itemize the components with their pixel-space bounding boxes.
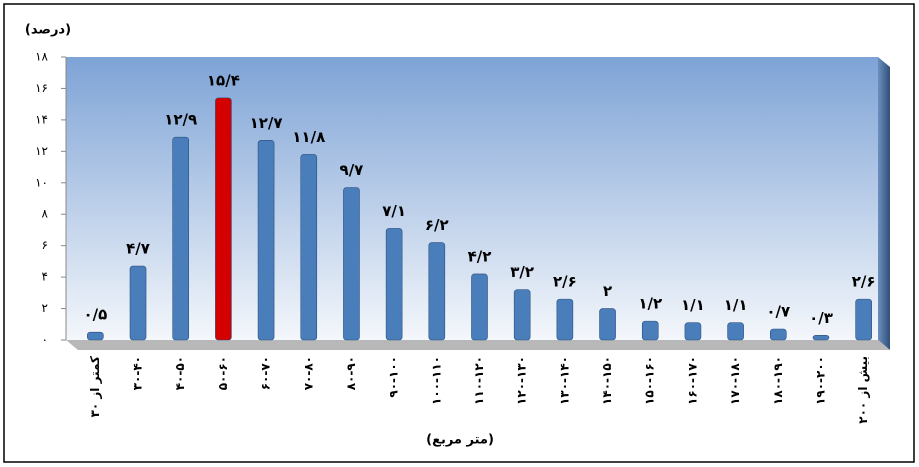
value-label: ۲/۶	[553, 273, 577, 291]
x-tick-label: ۱۱۰-۱۲۰	[472, 356, 486, 405]
floor	[66, 340, 890, 350]
value-label: ۱۲/۹	[164, 111, 197, 129]
x-axis-title: (متر مربع)	[426, 433, 494, 448]
bar	[769, 328, 787, 341]
x-tick-label: ۵۰-۶۰	[216, 356, 230, 390]
x-tick-label: ۳۰-۴۰	[131, 356, 145, 390]
x-tick-label: ۷۰-۸۰	[301, 356, 315, 390]
x-tick-label: ۱۵۰-۱۶۰	[643, 356, 657, 405]
bar	[513, 289, 531, 341]
bar	[684, 322, 702, 341]
value-label: ۲/۶	[852, 273, 876, 291]
value-label: ۰/۷	[766, 302, 790, 320]
bar	[556, 298, 574, 341]
y-tick-label: ۸	[42, 207, 49, 221]
bar	[727, 322, 744, 341]
x-tick-label: بیش از ۲۰۰	[856, 356, 870, 424]
value-label: ۷/۱	[382, 202, 406, 220]
y-tick-label: ۱۴	[35, 112, 48, 126]
bar	[215, 97, 232, 341]
y-tick-label: ۶	[42, 238, 48, 252]
bar	[87, 331, 104, 341]
y-tick-label: ۱۸	[35, 50, 48, 64]
x-tick-label: ۴۰-۵۰	[173, 356, 187, 390]
bar	[257, 140, 275, 341]
value-label: ۰/۵	[83, 306, 107, 324]
bar	[172, 136, 190, 341]
value-label: ۹/۷	[340, 161, 364, 179]
x-tick-label: کمتر از ۳۰	[88, 356, 102, 417]
value-label: ۶/۲	[425, 216, 449, 234]
bar	[599, 308, 616, 341]
bar	[641, 320, 659, 341]
value-label: ۳/۲	[510, 263, 534, 281]
bar	[129, 265, 147, 341]
y-tick-label: ۲	[42, 301, 48, 315]
x-tick-label: ۶۰-۷۰	[259, 356, 273, 390]
bar	[471, 273, 488, 341]
value-label: ۱/۱	[724, 296, 748, 314]
x-tick-label: ۱۲۰-۱۳۰	[515, 356, 529, 405]
bar	[300, 154, 318, 341]
bar	[385, 228, 403, 341]
value-label: ۴/۷	[126, 240, 150, 258]
y-axis-title: (درصد)	[25, 23, 71, 38]
y-tick-label: ۱۰	[35, 175, 48, 189]
value-label: ۴/۲	[468, 247, 492, 265]
value-label: ۱۲/۷	[250, 114, 283, 132]
bar	[812, 334, 830, 341]
x-tick-label: ۱۴۰-۱۵۰	[600, 356, 614, 405]
x-tick-label: ۱۰۰-۱۱۰	[429, 356, 443, 405]
value-label: ۱۵/۴	[207, 71, 240, 89]
x-tick-label: ۸۰-۹۰	[344, 356, 358, 390]
value-label: ۱/۲	[638, 295, 662, 313]
x-tick-label: ۱۸۰-۱۹۰	[771, 356, 785, 405]
x-tick-label: ۱۳۰-۱۴۰	[557, 356, 571, 405]
y-tick-label: ۰	[42, 333, 48, 347]
value-label: ۱/۱	[681, 296, 705, 314]
bar	[855, 298, 872, 341]
y-tick-label: ۴	[42, 270, 48, 284]
y-tick-label: ۱۶	[35, 81, 48, 95]
x-tick-label: ۱۷۰-۱۸۰	[728, 356, 742, 405]
value-label: ۲	[603, 282, 612, 300]
value-label: ۱۱/۸	[292, 128, 325, 146]
x-tick-label: ۹۰-۱۰۰	[387, 356, 401, 398]
x-tick-label: ۱۹۰-۲۰۰	[813, 356, 827, 405]
bar	[428, 242, 446, 341]
value-label: ۰/۳	[809, 309, 833, 327]
y-tick-label: ۱۲	[35, 144, 48, 158]
x-tick-label: ۱۶۰-۱۷۰	[685, 356, 699, 405]
side-wall	[878, 57, 890, 350]
bar	[343, 187, 360, 341]
